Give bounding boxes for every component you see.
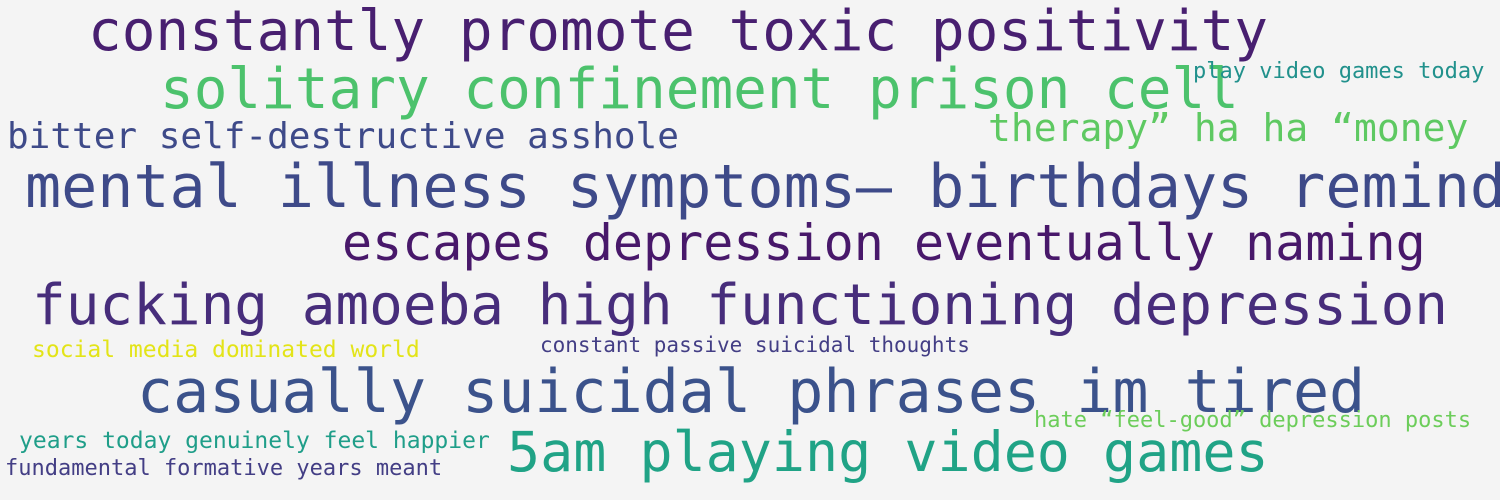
phrase-fucking-amoeba: fucking amoeba high functioning depressi… (32, 273, 1449, 338)
phrase-play-video-games-today: play video games today (1193, 59, 1485, 84)
phrase-social-media: social media dominated world (32, 337, 420, 363)
phrase-casually-suicidal: casually suicidal phrases im tired (137, 357, 1366, 427)
phrase-5am-playing: 5am playing video games (507, 420, 1269, 484)
phrase-fundamental-formative: fundamental formative years meant (5, 456, 443, 481)
phrase-therapy-money: therapy” ha ha “money (988, 106, 1469, 150)
phrase-bitter-self-destructive: bitter self-destructive asshole (7, 116, 679, 157)
phrase-escapes-depression: escapes depression eventually naming (342, 214, 1426, 272)
phrase-toxic-positivity: constantly promote toxic positivity (88, 0, 1269, 64)
phrase-mental-illness-symptoms: mental illness symptoms— birthdays remin… (25, 152, 1500, 222)
phrase-constant-passive-suicidal: constant passive suicidal thoughts (540, 333, 970, 357)
phrase-solitary-confinement: solitary confinement prison cell (160, 57, 1239, 122)
phrase-years-today-happier: years today genuinely feel happier (19, 428, 490, 454)
phrase-hate-feel-good: hate “feel-good” depression posts (1034, 408, 1472, 433)
